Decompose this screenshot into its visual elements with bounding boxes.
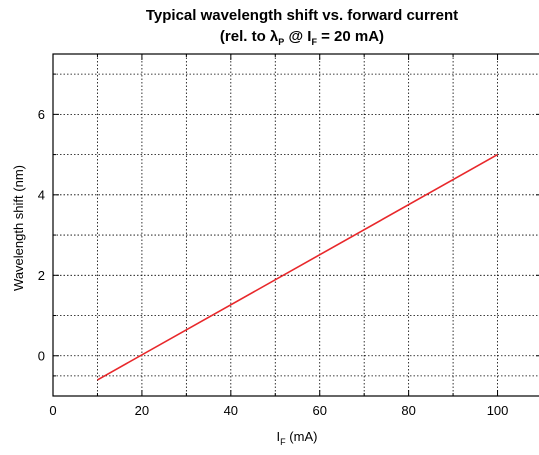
chart-title-line2: (rel. to λP @ IF = 20 mA) xyxy=(220,28,384,47)
x-tick-label: 20 xyxy=(135,403,149,418)
x-tick-label: 40 xyxy=(224,403,238,418)
y-tick-label: 6 xyxy=(38,107,45,122)
chart-title-line1: Typical wavelength shift vs. forward cur… xyxy=(146,7,458,24)
y-tick-label: 4 xyxy=(38,187,45,202)
y-axis-label: Wavelength shift (nm) xyxy=(11,165,26,291)
grid-lines xyxy=(53,54,539,396)
y-tick-label: 0 xyxy=(38,348,45,363)
y-axis-tick-labels: 0 2 4 6 xyxy=(38,107,45,363)
x-axis-tick-labels: 0 20 40 60 80 100 xyxy=(49,403,508,418)
series-line xyxy=(97,153,498,381)
x-tick-label: 100 xyxy=(487,403,509,418)
x-tick-label: 80 xyxy=(401,403,415,418)
y-tick-label: 2 xyxy=(38,268,45,283)
series-lines xyxy=(97,153,498,381)
x-tick-label: 0 xyxy=(49,403,56,418)
x-axis-label: IF (mA) xyxy=(277,429,318,447)
axis-ticks xyxy=(52,54,539,396)
x-tick-label: 60 xyxy=(312,403,326,418)
plot-frame xyxy=(52,53,539,397)
